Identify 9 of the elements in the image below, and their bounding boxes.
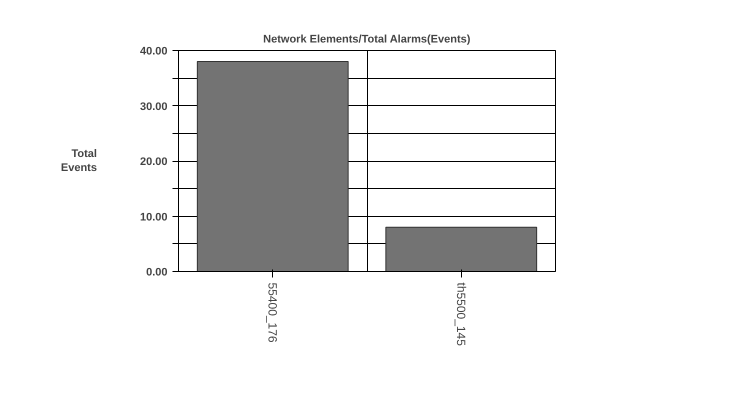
y-tick-label: 20.00: [140, 156, 168, 168]
y-tick-label: 0.00: [146, 266, 168, 278]
y-tick-label: 30.00: [140, 100, 168, 113]
y-tick-label: 10.00: [140, 211, 168, 224]
chart-title: Network Elements/Total Alarms(Events): [263, 34, 471, 46]
y-axis-title: Total Events: [60, 148, 97, 174]
x-tick-label: 55400_176: [266, 282, 280, 343]
y-tick-label: 40.00: [140, 46, 168, 58]
x-tick-label: th5500_145: [454, 282, 468, 346]
